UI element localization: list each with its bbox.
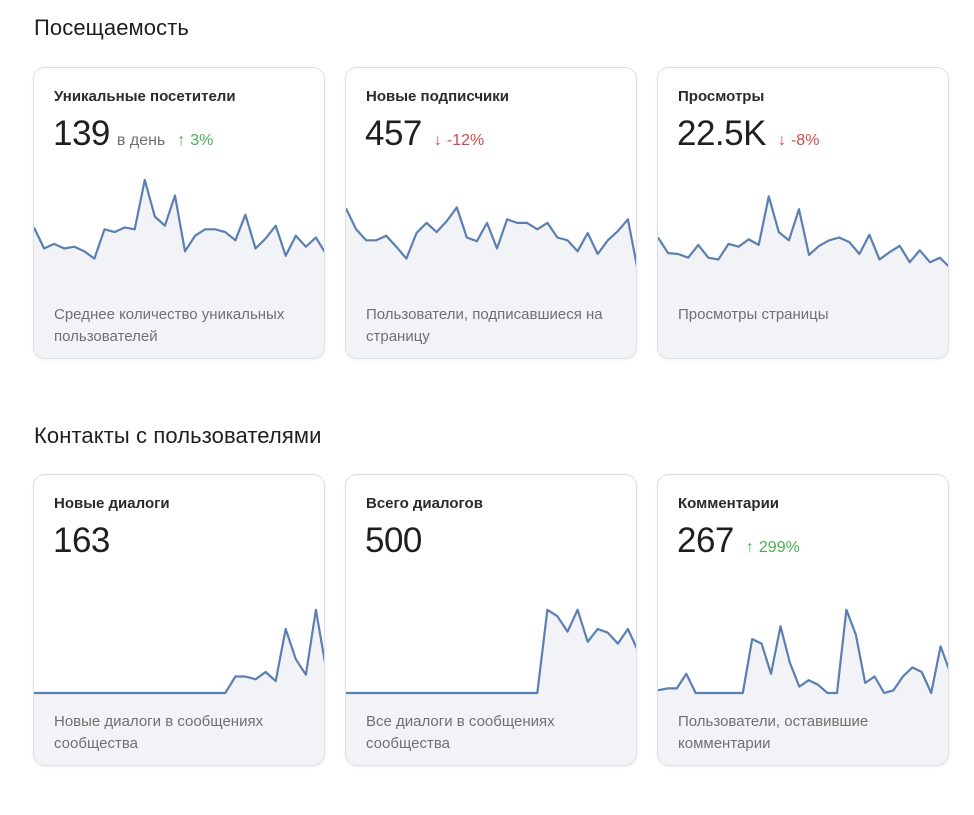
- sparkline-chart-comments: [658, 608, 948, 765]
- sparkline-area: [346, 609, 636, 765]
- sparkline-area: [658, 196, 948, 358]
- card-description: Пользователи, оставившие комментарии: [678, 713, 869, 752]
- card-description: Среднее количество уникальных пользовате…: [54, 306, 285, 345]
- metric-value: 163: [53, 521, 110, 560]
- metric: 139 в день ↑ 3%: [53, 114, 213, 154]
- trend-value: 299%: [758, 539, 800, 556]
- metric-value: 500: [365, 521, 422, 560]
- card-description: Все диалоги в сообщениях сообщества: [366, 713, 555, 752]
- card-total-dialogs[interactable]: Всего диалогов 500 Все диалоги в сообщен…: [345, 474, 637, 766]
- sparkline-area: [658, 609, 948, 765]
- sparkline-chart-total-dialogs: [346, 608, 636, 765]
- card-title: Просмотры: [678, 88, 765, 105]
- metric: 267 ↑ 299%: [677, 521, 800, 561]
- trend-badge: ↓ -12%: [434, 132, 484, 150]
- card-description: Пользователи, подписавшиеся на страницу: [366, 306, 603, 345]
- sparkline-line: [658, 608, 948, 695]
- metric-value: 457: [365, 114, 422, 153]
- trend-value: -8%: [790, 132, 820, 149]
- arrow-up-icon: ↑: [177, 132, 186, 149]
- card-description: Новые диалоги в сообщениях сообщества: [54, 713, 264, 752]
- metric-value: 267: [677, 521, 734, 560]
- sparkline-line: [34, 608, 324, 695]
- sparkline-area: [34, 609, 324, 765]
- arrow-up-icon: ↑: [745, 539, 754, 556]
- trend-badge: ↑ 299%: [746, 539, 800, 557]
- sparkline-area: [346, 207, 636, 358]
- sparkline-line: [658, 195, 948, 268]
- card-comments[interactable]: Комментарии 267 ↑ 299% Пользователи, ост…: [657, 474, 949, 766]
- card-unique-visitors[interactable]: Уникальные посетители 139 в день ↑ 3% Ср…: [33, 67, 325, 359]
- sparkline-area: [34, 179, 324, 358]
- card-title: Новые диалоги: [54, 495, 170, 512]
- metric: 163: [53, 521, 110, 561]
- arrow-down-icon: ↓: [777, 132, 786, 149]
- card-views[interactable]: Просмотры 22.5K ↓ -8% Просмотры страницы: [657, 67, 949, 359]
- metric: 457 ↓ -12%: [365, 114, 484, 154]
- sparkline-chart-views: [658, 195, 948, 358]
- section-title-attendance: Посещаемость: [34, 15, 189, 40]
- section-title-contacts: Контакты с пользователями: [34, 423, 322, 448]
- sparkline-line: [34, 178, 324, 260]
- sparkline-chart-new-subscribers: [346, 206, 636, 358]
- card-title: Новые подписчики: [366, 88, 509, 105]
- trend-badge: ↑ 3%: [177, 132, 213, 150]
- metric-unit: в день: [116, 132, 166, 149]
- card-new-subscribers[interactable]: Новые подписчики 457 ↓ -12% Пользователи…: [345, 67, 637, 359]
- metric: 500: [365, 521, 422, 561]
- metric-value: 139: [53, 114, 110, 153]
- metric-value: 22.5K: [677, 114, 766, 153]
- card-title: Уникальные посетители: [54, 88, 236, 105]
- sparkline-chart-unique-visitors: [34, 178, 324, 358]
- trend-value: -12%: [446, 132, 485, 149]
- sparkline-line: [346, 608, 636, 695]
- sparkline-chart-new-dialogs: [34, 608, 324, 765]
- arrow-down-icon: ↓: [433, 132, 442, 149]
- trend-value: 3%: [190, 132, 214, 149]
- card-new-dialogs[interactable]: Новые диалоги 163 Новые диалоги в сообще…: [33, 474, 325, 766]
- card-title: Комментарии: [678, 495, 780, 512]
- sparkline-line: [346, 206, 636, 267]
- trend-badge: ↓ -8%: [778, 132, 819, 150]
- card-title: Всего диалогов: [366, 495, 483, 512]
- metric: 22.5K ↓ -8%: [677, 114, 819, 154]
- card-description: Просмотры страницы: [678, 306, 829, 323]
